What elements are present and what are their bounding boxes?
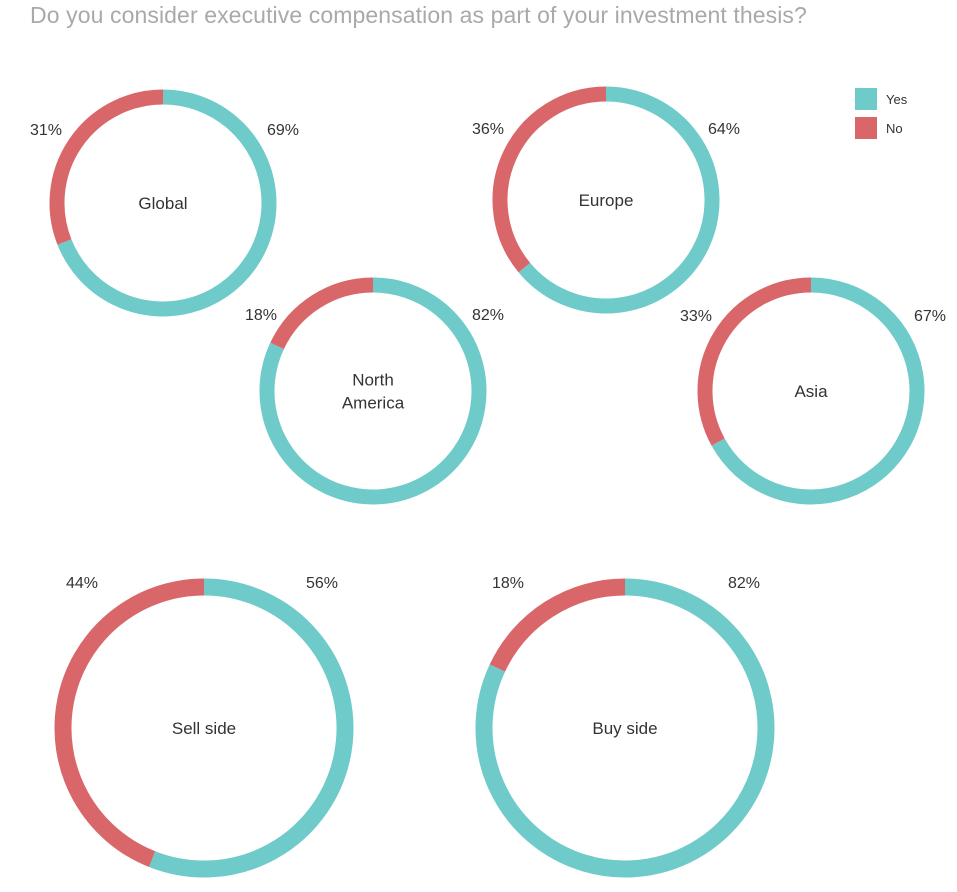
center-label-north-america-1: America: [342, 394, 405, 413]
slice-no-asia: [697, 277, 812, 446]
value-label-yes-sell-side: 56%: [306, 575, 338, 592]
center-label-global: Global: [138, 194, 187, 213]
legend-label-yes: Yes: [886, 91, 908, 107]
legend-swatch-no: [855, 117, 877, 139]
value-label-no-global: 31%: [30, 122, 62, 139]
slice-yes-buy-side: [475, 578, 775, 878]
slice-no-north-america: [270, 277, 374, 350]
slice-yes-global: [57, 89, 277, 317]
donut-sell-side: Sell side 56% 44%: [54, 575, 354, 878]
slice-yes-north-america: [259, 277, 487, 505]
value-label-no-asia: 33%: [680, 308, 712, 325]
value-label-yes-europe: 64%: [708, 121, 740, 138]
center-label-asia: Asia: [794, 382, 828, 401]
center-label-north-america-0: North: [352, 371, 394, 390]
donut-europe: Europe 64% 36%: [472, 86, 740, 314]
slice-no-sell-side: [54, 578, 205, 867]
center-label-buy-side: Buy side: [592, 719, 657, 738]
value-label-yes-asia: 67%: [914, 308, 946, 325]
value-label-no-buy-side: 18%: [492, 575, 524, 592]
value-label-no-north-america: 18%: [245, 307, 277, 324]
donut-asia: Asia 67% 33%: [680, 277, 946, 505]
donut-global: Global 69% 31%: [30, 89, 299, 317]
slice-no-global: [49, 89, 164, 245]
center-label-europe: Europe: [579, 191, 634, 210]
legend-item-yes: Yes: [855, 88, 907, 110]
legend: Yes No: [855, 88, 907, 146]
slice-yes-europe: [518, 86, 720, 314]
center-label-sell-side: Sell side: [172, 719, 236, 738]
slice-yes-asia: [711, 277, 925, 505]
slice-no-buy-side: [489, 578, 626, 672]
chart-title: Do you consider executive compensation a…: [30, 2, 807, 28]
value-label-no-sell-side: 44%: [66, 575, 98, 592]
slice-no-europe: [492, 86, 607, 273]
donut-north-america: North America 82% 18%: [245, 277, 504, 505]
value-label-yes-north-america: 82%: [472, 307, 504, 324]
legend-swatch-yes: [855, 88, 877, 110]
slice-yes-sell-side: [148, 578, 354, 878]
value-label-yes-buy-side: 82%: [728, 575, 760, 592]
legend-label-no: No: [886, 120, 903, 136]
value-label-no-europe: 36%: [472, 121, 504, 138]
legend-item-no: No: [855, 117, 907, 139]
donut-buy-side: Buy side 82% 18%: [475, 575, 775, 878]
value-label-yes-global: 69%: [267, 122, 299, 139]
